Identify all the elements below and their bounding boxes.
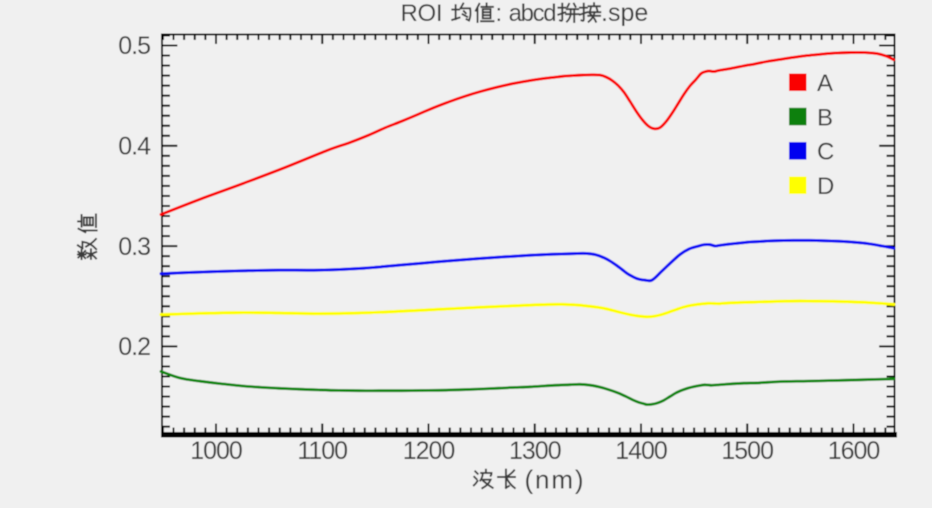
svg-text:ROI: ROI xyxy=(401,0,443,27)
svg-text:1600: 1600 xyxy=(828,437,880,465)
svg-text:C: C xyxy=(817,139,834,166)
svg-text:1100: 1100 xyxy=(297,437,347,465)
svg-text:1400: 1400 xyxy=(615,437,667,465)
svg-text:D: D xyxy=(817,173,834,200)
svg-text:B: B xyxy=(817,104,833,131)
svg-text:0.2: 0.2 xyxy=(118,333,150,361)
svg-text:A: A xyxy=(817,70,833,97)
svg-text:0.5: 0.5 xyxy=(118,32,150,60)
svg-text:.spe: .spe xyxy=(601,0,648,27)
svg-text:0.4: 0.4 xyxy=(118,133,151,161)
svg-text:abcd: abcd xyxy=(509,0,557,27)
svg-text:1300: 1300 xyxy=(509,437,561,465)
svg-text:1500: 1500 xyxy=(721,437,773,465)
svg-text:1000: 1000 xyxy=(190,437,242,465)
svg-text:0.3: 0.3 xyxy=(118,233,150,261)
svg-text::: : xyxy=(496,0,503,27)
svg-text:1200: 1200 xyxy=(403,437,455,465)
